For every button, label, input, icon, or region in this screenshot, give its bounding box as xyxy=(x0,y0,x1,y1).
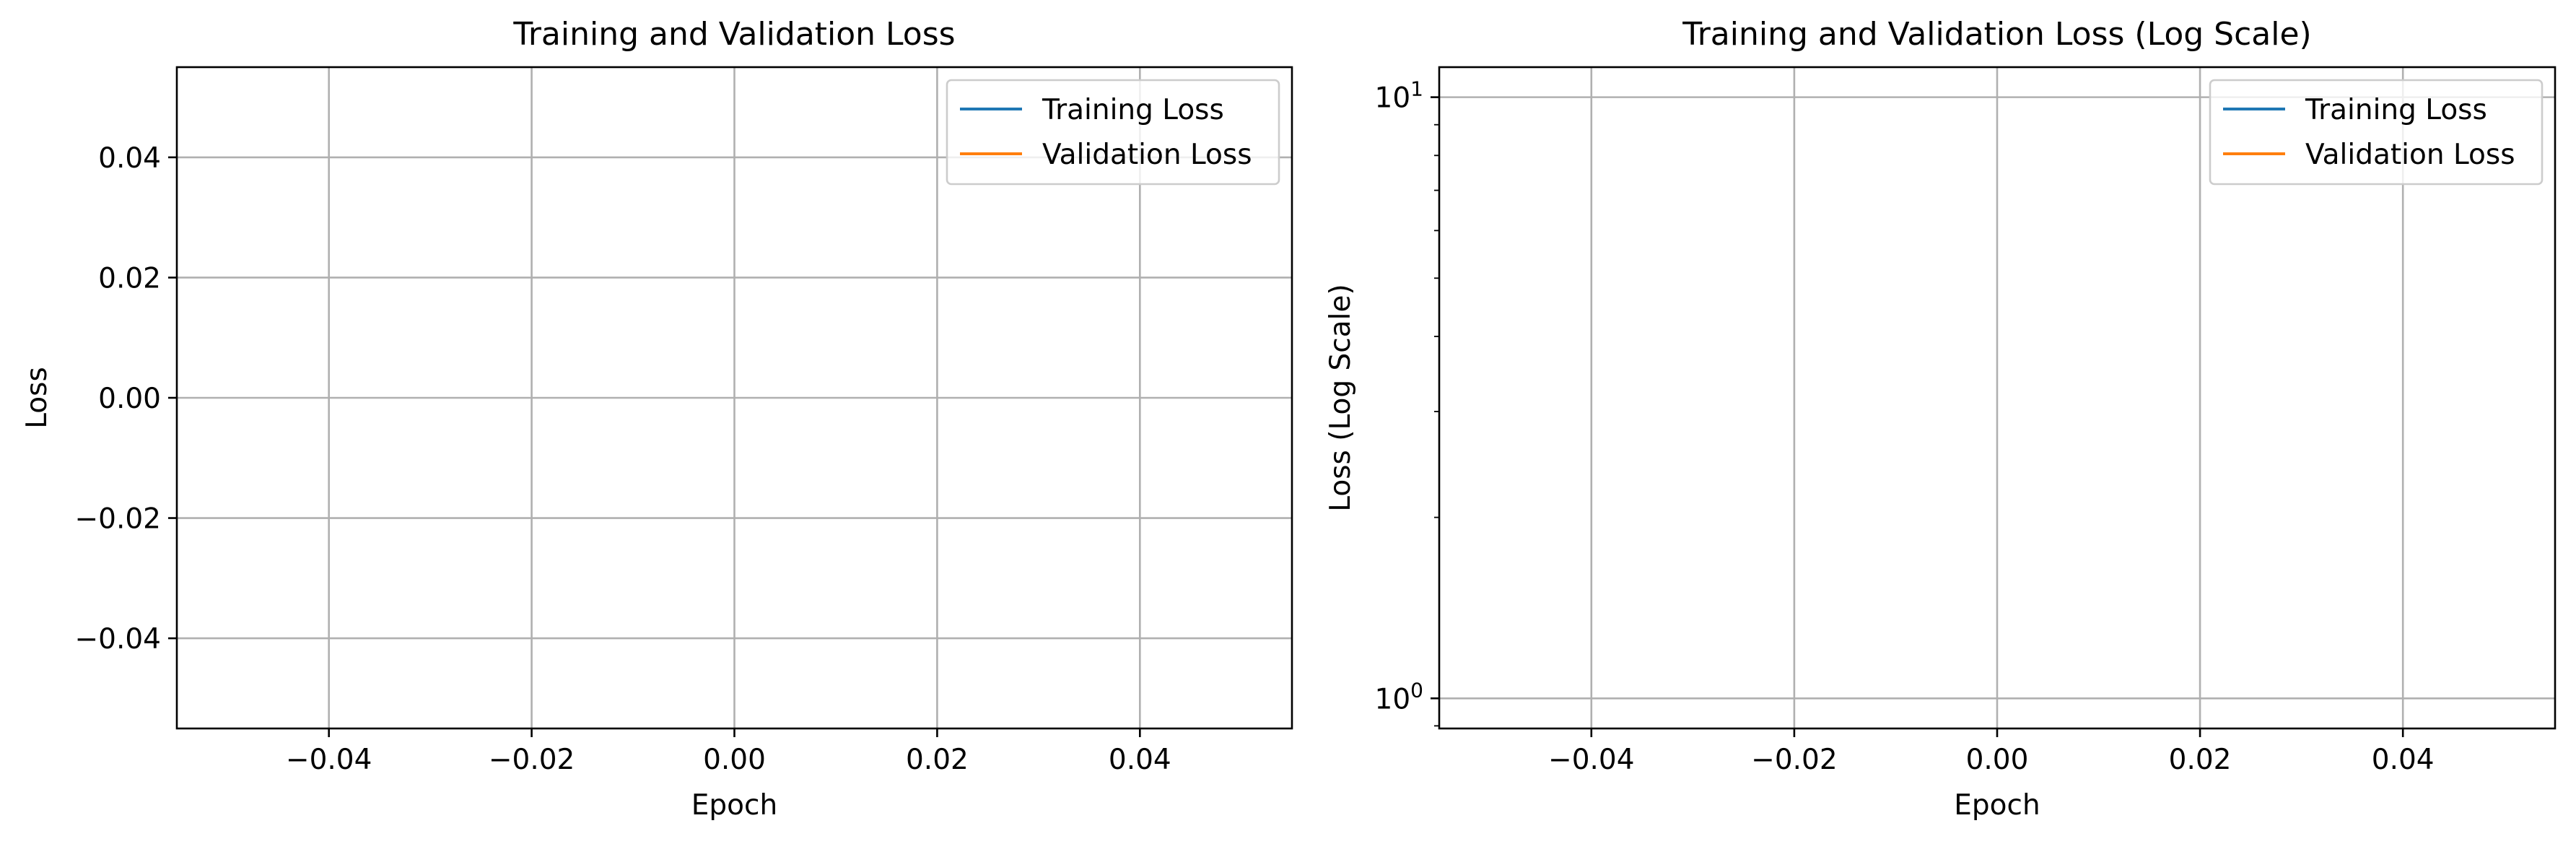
y-tick-label: −0.02 xyxy=(74,503,161,536)
legend-label-2: Validation Loss xyxy=(2305,139,2515,171)
chart-title: Training and Validation Loss xyxy=(512,16,955,53)
x-tick-label: 0.00 xyxy=(703,744,766,776)
y-tick-label: 101 xyxy=(1375,77,1423,115)
x-axis-label: Epoch xyxy=(691,789,777,822)
legend-label-2: Validation Loss xyxy=(1042,139,1252,171)
legend-label-1: Training Loss xyxy=(2305,94,2487,126)
x-tick-label: −0.02 xyxy=(489,744,575,776)
legend-label-1: Training Loss xyxy=(1042,94,1224,126)
legend: Training Loss Validation Loss xyxy=(2209,79,2544,186)
x-tick-label: 0.00 xyxy=(1966,744,2029,776)
y-tick-label: 0.00 xyxy=(98,383,161,415)
x-tick-label: 0.02 xyxy=(906,744,969,776)
x-tick-label: −0.04 xyxy=(1548,744,1635,776)
legend: Training Loss Validation Loss xyxy=(946,79,1280,186)
y-tick-label: −0.04 xyxy=(74,623,161,656)
y-axis-label: Loss xyxy=(21,367,53,429)
legend-box xyxy=(2209,79,2544,186)
y-axis-label: Loss (Log Scale) xyxy=(1324,284,1357,511)
y-tick-label: 100 xyxy=(1375,678,1423,715)
y-tick-label: 0.04 xyxy=(98,142,161,175)
chart-panel-1: −0.04 −0.02 0.00 0.02 0.04 −0.04 −0.02 0.00 0.02… xyxy=(21,16,1293,822)
x-tick-label: −0.04 xyxy=(286,744,372,776)
x-tick-label: 0.04 xyxy=(2372,744,2435,776)
x-tick-label: −0.02 xyxy=(1751,744,1838,776)
y-tick-label: 0.02 xyxy=(98,262,161,295)
x-axis-label: Epoch xyxy=(1954,789,2040,822)
chart-title: Training and Validation Loss (Log Scale) xyxy=(1682,16,2311,53)
x-tick-label: 0.02 xyxy=(2169,744,2232,776)
chart-panel-2: −0.04 −0.02 0.00 0.02 0.04 100 101 Training and… xyxy=(1324,16,2557,822)
legend-box xyxy=(946,79,1280,186)
x-tick-label: 0.04 xyxy=(1109,744,1171,776)
